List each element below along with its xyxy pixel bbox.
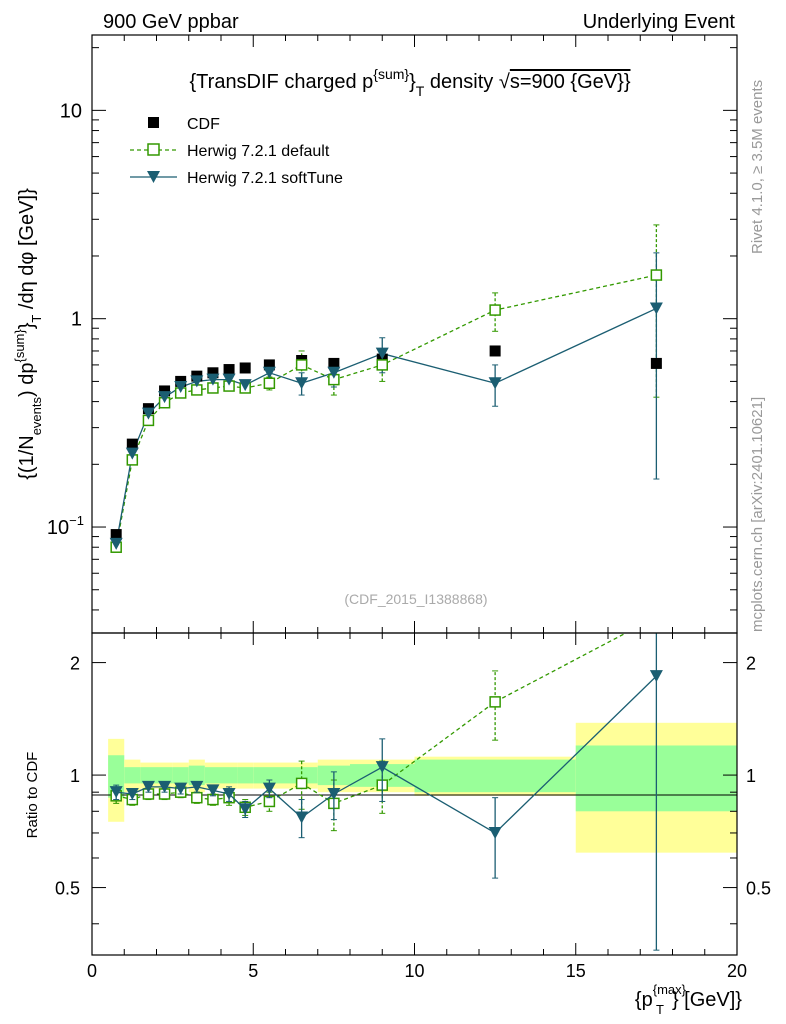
legend: CDF Herwig 7.2.1 default Herwig 7.2.1 so… [130,116,343,187]
main-softtune-point [206,373,220,386]
main-default-point [489,304,501,316]
legend-cdf-marker [148,117,159,128]
main-default-point [650,269,663,281]
ratio-ylabel: Ratio to CDF [24,752,41,839]
ratio-softtune-point [206,784,220,797]
ratio-softtune-point [158,780,172,793]
ratio-softtune-point [375,761,389,774]
ratio-series-layer [109,633,663,951]
ratio-softtune-point [222,787,236,800]
ratio-default-point [295,777,308,790]
legend-cdf-label: CDF [187,116,220,133]
ratio-y-tick-label-left: 2 [70,654,80,674]
rivet-label: Rivet 4.1.0, ≥ 3.5M events [749,80,766,254]
main-cdf-point [126,438,138,450]
main-default-line [115,274,657,548]
main-softtune-point [141,407,155,420]
ratio-softtune-point [174,782,188,795]
main-softtune-point [295,377,309,390]
ratio-stat-band [414,759,576,793]
x-tick-label: 10 [404,961,424,981]
ratio-y-tick-label-right: 0.5 [746,879,771,899]
main-softtune-point [262,366,276,379]
main-softtune-point [222,373,236,386]
legend-default-marker [147,143,160,156]
x-tick-label: 15 [566,961,586,981]
plot-title: {TransDIF charged p{sum}}T density √s=90… [190,66,631,99]
main-softtune-point [649,302,663,315]
ratio-default-point [489,696,501,708]
ratio-stat-band [172,767,189,784]
ratio-stat-band [237,767,254,784]
main-cdf-point [650,357,662,369]
main-default-point [376,359,388,371]
main-softtune-point [327,366,341,379]
ratio-softtune-point [141,780,155,793]
main-softtune-point [174,381,188,394]
ratio-softtune-point [238,803,252,816]
main-cdf-point [489,345,501,357]
x-tick-label: 20 [727,961,747,981]
ratio-softtune-point [190,780,204,793]
ratio-axis-ticks: 0 5 10 15 20 0.5 0.5 1 1 2 2 [55,633,771,981]
main-softtune-point [375,347,389,360]
ratio-stat-band [140,767,157,784]
main-softtune-line [115,307,657,545]
ratio-stat-band [204,767,221,784]
ratio-stat-band [285,767,318,784]
main-cdf-point [239,362,251,374]
ratio-softtune-point [125,787,139,800]
ratio-softtune-point [262,782,276,795]
legend-softtune-label: Herwig 7.2.1 softTune [187,170,343,187]
header-right: Underlying Event [583,11,736,33]
main-series-layer [109,224,663,553]
ratio-y-tick-label-left: 0.5 [55,879,80,899]
main-y-tick-label: 1 [71,309,82,331]
main-cdf-point [159,385,171,397]
main-cdf-point [207,367,219,379]
x-tick-label: 0 [87,961,97,981]
x-tick-label: 5 [248,961,258,981]
legend-default-label: Herwig 7.2.1 default [187,143,330,160]
ratio-softtune-point [488,826,502,839]
ratio-softtune-point [109,786,123,799]
main-y-tick-label: 10 [60,100,82,122]
ratio-stat-band [124,767,141,784]
main-ylabel: {(1/Nevents) dp{sum}}T /dη dφ [GeV]} [12,188,44,480]
analysis-watermark: (CDF_2015_I1388868) [344,591,487,607]
ratio-softtune-point [649,670,663,683]
main-softtune-point [488,377,502,390]
x-axis-label: {p{max} T} [GeV]} [635,982,742,1017]
ratio-y-tick-label-right: 2 [746,654,756,674]
header-left: 900 GeV ppbar [103,11,239,33]
ratio-softtune-point [295,811,309,824]
main-cdf-point [110,529,122,541]
ratio-softtune-point [327,787,341,800]
main-softtune-point [125,447,139,460]
ratio-softtune-line [116,675,657,834]
ratio-y-tick-label-right: 1 [746,766,756,786]
main-axis-ticks: 10−1 1 10 [47,35,738,633]
main-default-point [295,359,308,371]
main-cdf-point [263,359,275,371]
main-cdf-point [223,364,235,376]
ratio-y-tick-label-left: 1 [70,766,80,786]
ratio-stat-band [221,767,238,784]
ratio-stat-band [188,765,205,786]
legend-softtune-marker [147,171,160,183]
main-default-point [263,377,276,389]
main-y-tick-label: 10−1 [47,513,84,539]
ratio-stat-band [253,767,286,784]
main-softtune-point [158,391,172,404]
ratio-default-point [191,791,203,804]
main-cdf-point [328,357,340,369]
main-softtune-point [190,375,204,388]
main-softtune-point [109,537,123,550]
mcplots-label: mcplots.cern.ch [arXiv:2401.10621] [749,397,766,632]
ratio-stat-band [156,767,173,784]
main-softtune-point [238,379,252,392]
